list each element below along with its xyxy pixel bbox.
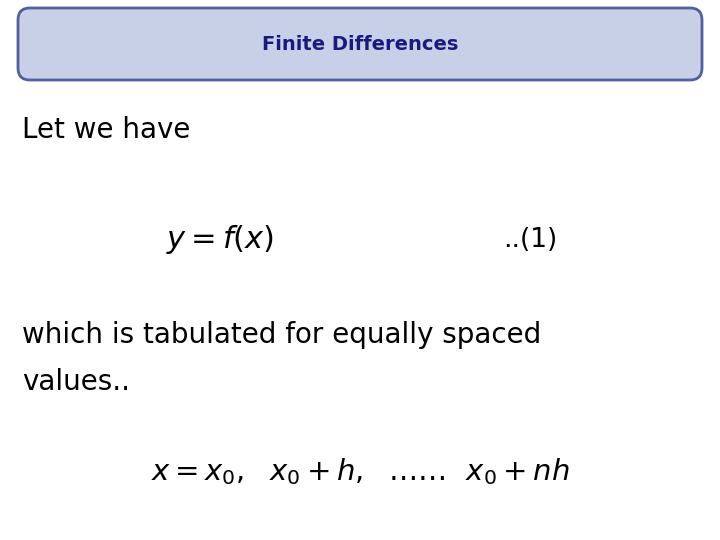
Text: which is tabulated for equally spaced: which is tabulated for equally spaced xyxy=(22,321,541,349)
FancyBboxPatch shape xyxy=(18,8,702,80)
Text: $x = x_0,\ \ x_0 + h,\ \ \ldots\ldots\ \ x_0 + nh$: $x = x_0,\ \ x_0 + h,\ \ \ldots\ldots\ \… xyxy=(150,457,570,488)
Text: values..: values.. xyxy=(22,368,130,396)
Text: $y = f(x)$: $y = f(x)$ xyxy=(166,224,274,256)
Text: Finite Differences: Finite Differences xyxy=(262,35,458,53)
Text: Let we have: Let we have xyxy=(22,116,190,144)
Text: ..(1): ..(1) xyxy=(503,227,557,253)
